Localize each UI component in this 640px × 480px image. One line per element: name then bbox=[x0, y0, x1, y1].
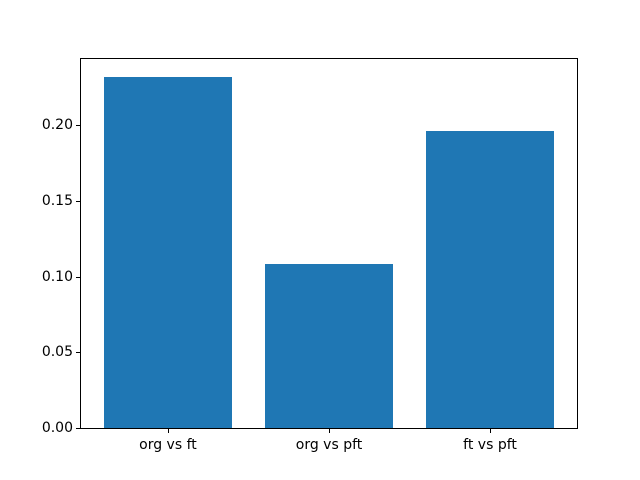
y-tick-mark bbox=[76, 352, 80, 354]
bar-org-vs-pft bbox=[264, 264, 394, 428]
y-tick-mark bbox=[76, 125, 80, 127]
bar-ft-vs-pft bbox=[425, 131, 555, 428]
bar-org-vs-ft bbox=[103, 76, 233, 428]
x-tick-label-ft-vs-pft: ft vs pft bbox=[463, 437, 517, 453]
y-tick-mark bbox=[76, 276, 80, 278]
x-tick-label-org-vs-ft: org vs ft bbox=[139, 437, 197, 453]
x-tick-label-org-vs-pft: org vs pft bbox=[295, 437, 363, 453]
plot-area: 0.00 0.05 0.10 0.15 0.20 org vs ft org vs pft f… bbox=[42, 58, 578, 453]
x-tick-mark bbox=[490, 429, 492, 433]
x-tick-mark bbox=[329, 429, 330, 433]
y-tick-mark bbox=[76, 428, 80, 429]
y-tick-label: 0.00 bbox=[41, 420, 73, 436]
y-tick-label: 0.05 bbox=[41, 344, 73, 361]
x-tick-mark bbox=[167, 429, 169, 433]
y-tick-label: 0.10 bbox=[41, 268, 73, 285]
y-tick-mark bbox=[76, 200, 80, 202]
y-tick-label: 0.20 bbox=[41, 117, 73, 134]
y-tick-label: 0.15 bbox=[41, 192, 73, 209]
